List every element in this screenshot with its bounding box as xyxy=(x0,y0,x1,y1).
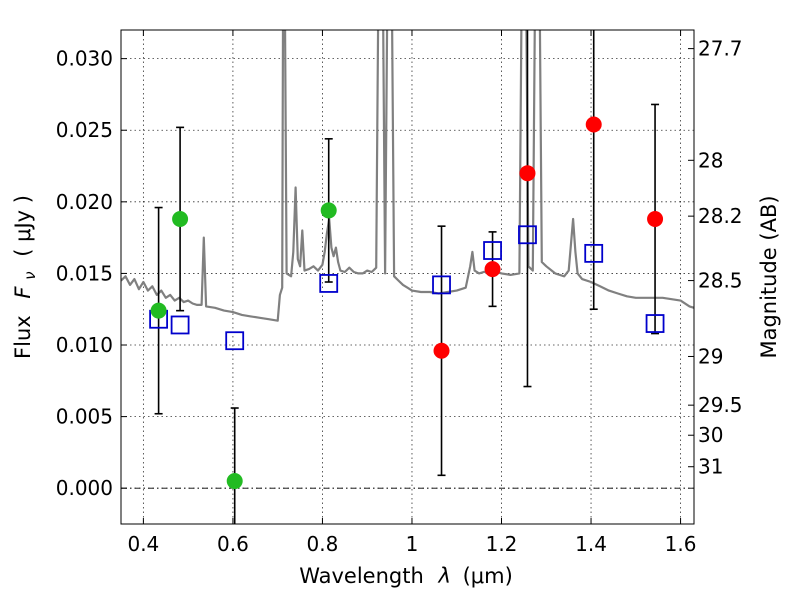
y-axis-title-unit: ( μJy ) xyxy=(11,195,35,257)
green-point-marker xyxy=(172,211,189,228)
red-point-marker xyxy=(484,261,501,278)
y-tick-label: 0.015 xyxy=(56,261,113,285)
right-tick-label: 29 xyxy=(698,344,723,368)
right-tick-label: 28.2 xyxy=(698,204,743,228)
blue-square-marker xyxy=(518,225,537,245)
blue-square-marker xyxy=(319,274,339,293)
red-point-marker xyxy=(585,116,602,133)
plot-area xyxy=(121,30,694,524)
green-point-marker xyxy=(320,202,337,219)
x-axis-title-unit: (μm) xyxy=(463,564,513,588)
y-tick-label: 0.010 xyxy=(56,333,113,357)
x-tick-label: 0.4 xyxy=(127,532,159,556)
red-point-marker xyxy=(647,211,664,228)
red-point-marker xyxy=(519,165,536,182)
x-tick-label: 1.2 xyxy=(486,532,518,556)
blue-square-marker xyxy=(225,331,245,351)
plot-frame xyxy=(120,29,695,525)
x-axis-title-main: Wavelength xyxy=(299,564,424,588)
spectrum-line xyxy=(121,30,694,322)
right-tick-label: 29.5 xyxy=(698,393,743,417)
y-axis-title-subscript: ν xyxy=(21,271,39,279)
model-spectrum xyxy=(121,30,694,322)
right-axis-title: Magnitude (AB) xyxy=(757,195,781,358)
x-tick-label: 0.8 xyxy=(307,532,339,556)
right-tick-label: 27.7 xyxy=(698,37,743,61)
x-tick-label: 0.6 xyxy=(217,532,249,556)
x-tick-label: 1 xyxy=(406,532,419,556)
blue-square-marker xyxy=(645,314,665,333)
x-tick-label: 1.6 xyxy=(665,532,697,556)
blue-square-marker xyxy=(483,241,502,260)
blue-square-marker xyxy=(432,275,451,295)
y-tick-label: 0.030 xyxy=(56,47,113,71)
green-point-marker xyxy=(150,302,167,319)
tick-labels: 0.4 0.6 0.8 1 1.2 1.4 1.6 0.000 0.005 0.010 0.015 0… xyxy=(56,37,743,556)
right-tick-label: 30 xyxy=(698,423,723,447)
y-tick-label: 0.020 xyxy=(56,190,113,214)
y-tick-label: 0.005 xyxy=(56,405,113,429)
x-axis-title: Wavelength λ (μm) xyxy=(299,564,513,588)
y-axis-title-main: Flux xyxy=(11,315,35,359)
x-tick-label: 1.4 xyxy=(575,532,607,556)
right-tick-label: 31 xyxy=(698,455,723,479)
y-axis-title: Flux F ν ( μJy ) xyxy=(11,195,40,359)
right-tick-label: 28 xyxy=(698,148,723,172)
red-point-marker xyxy=(433,342,450,359)
green-point-marker xyxy=(226,473,243,490)
y-axis-title-symbol: F xyxy=(11,286,35,299)
y-tick-label: 0.000 xyxy=(56,476,113,500)
data-markers xyxy=(149,116,665,490)
axis-ticks xyxy=(121,30,694,524)
blue-square-marker xyxy=(170,315,190,335)
y-tick-label: 0.025 xyxy=(56,118,113,142)
right-tick-label: 28.5 xyxy=(698,269,743,293)
x-axis-title-symbol: λ xyxy=(437,564,450,588)
blue-square-marker xyxy=(584,243,604,263)
